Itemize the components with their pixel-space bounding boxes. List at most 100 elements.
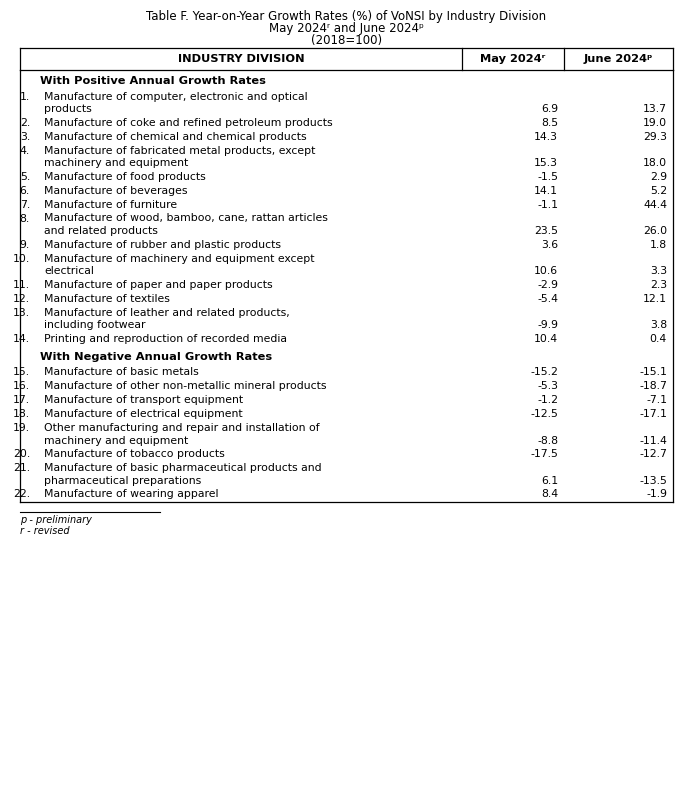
Text: Manufacture of wood, bamboo, cane, rattan articles: Manufacture of wood, bamboo, cane, ratta… — [44, 213, 328, 224]
Text: Manufacture of coke and refined petroleum products: Manufacture of coke and refined petroleu… — [44, 118, 333, 127]
Text: -1.1: -1.1 — [537, 200, 558, 209]
Text: Manufacture of transport equipment: Manufacture of transport equipment — [44, 395, 243, 405]
Text: Manufacture of furniture: Manufacture of furniture — [44, 200, 177, 209]
Text: -11.4: -11.4 — [639, 435, 667, 446]
Text: 20.: 20. — [12, 449, 30, 459]
Text: 19.: 19. — [13, 423, 30, 433]
Text: 2.: 2. — [19, 118, 30, 127]
Text: With Negative Annual Growth Rates: With Negative Annual Growth Rates — [40, 352, 272, 361]
Text: 3.3: 3.3 — [650, 266, 667, 276]
Text: 8.: 8. — [19, 213, 30, 224]
Text: 7.: 7. — [19, 200, 30, 209]
Text: 18.0: 18.0 — [643, 158, 667, 168]
Text: 10.4: 10.4 — [534, 334, 558, 344]
Text: Table F. Year-on-Year Growth Rates (%) of VoNSI by Industry Division: Table F. Year-on-Year Growth Rates (%) o… — [146, 10, 547, 23]
Text: May 2024ʳ: May 2024ʳ — [480, 54, 545, 64]
Text: 13.: 13. — [13, 307, 30, 318]
Text: -17.5: -17.5 — [530, 449, 558, 459]
Text: 14.3: 14.3 — [534, 131, 558, 142]
Text: 12.1: 12.1 — [643, 294, 667, 303]
Text: 5.: 5. — [19, 171, 30, 181]
Text: Manufacture of basic metals: Manufacture of basic metals — [44, 367, 199, 377]
Text: 16.: 16. — [13, 381, 30, 391]
Text: -9.9: -9.9 — [537, 320, 558, 330]
Text: 2.3: 2.3 — [650, 279, 667, 290]
Text: 1.8: 1.8 — [650, 240, 667, 249]
Text: 5.2: 5.2 — [650, 185, 667, 196]
Text: -8.8: -8.8 — [537, 435, 558, 446]
Text: Manufacture of fabricated metal products, except: Manufacture of fabricated metal products… — [44, 146, 315, 155]
Text: 9.: 9. — [19, 240, 30, 249]
Text: 14.1: 14.1 — [534, 185, 558, 196]
Text: 22.: 22. — [13, 489, 30, 499]
Text: 6.: 6. — [19, 185, 30, 196]
Text: -12.7: -12.7 — [639, 449, 667, 459]
Text: p - preliminary: p - preliminary — [20, 515, 92, 525]
Text: With Positive Annual Growth Rates: With Positive Annual Growth Rates — [40, 76, 266, 86]
Text: 6.9: 6.9 — [541, 104, 558, 114]
Text: (2018=100): (2018=100) — [311, 34, 382, 47]
Text: Manufacture of beverages: Manufacture of beverages — [44, 185, 188, 196]
Text: pharmaceutical preparations: pharmaceutical preparations — [44, 475, 201, 486]
Text: Manufacture of leather and related products,: Manufacture of leather and related produ… — [44, 307, 290, 318]
Text: Manufacture of electrical equipment: Manufacture of electrical equipment — [44, 409, 243, 419]
Text: -15.2: -15.2 — [530, 367, 558, 377]
Text: INDUSTRY DIVISION: INDUSTRY DIVISION — [177, 54, 304, 64]
Text: -1.9: -1.9 — [646, 489, 667, 499]
Text: 10.: 10. — [12, 253, 30, 263]
Text: May 2024ʳ and June 2024ᵖ: May 2024ʳ and June 2024ᵖ — [269, 22, 424, 35]
Text: -1.2: -1.2 — [537, 395, 558, 405]
Text: r - revised: r - revised — [20, 526, 69, 536]
Text: 21.: 21. — [13, 463, 30, 473]
Text: -5.4: -5.4 — [537, 294, 558, 303]
Text: machinery and equipment: machinery and equipment — [44, 158, 188, 168]
Text: machinery and equipment: machinery and equipment — [44, 435, 188, 446]
Text: Manufacture of other non-metallic mineral products: Manufacture of other non-metallic minera… — [44, 381, 326, 391]
Text: -7.1: -7.1 — [646, 395, 667, 405]
Text: Manufacture of basic pharmaceutical products and: Manufacture of basic pharmaceutical prod… — [44, 463, 322, 473]
Text: Manufacture of rubber and plastic products: Manufacture of rubber and plastic produc… — [44, 240, 281, 249]
Text: 18.: 18. — [13, 409, 30, 419]
Text: 29.3: 29.3 — [643, 131, 667, 142]
Text: 0.4: 0.4 — [650, 334, 667, 344]
Text: 14.: 14. — [13, 334, 30, 344]
Text: and related products: and related products — [44, 226, 158, 236]
Text: 2.9: 2.9 — [650, 171, 667, 181]
Text: 23.5: 23.5 — [534, 226, 558, 236]
Text: 13.7: 13.7 — [643, 104, 667, 114]
Text: Manufacture of paper and paper products: Manufacture of paper and paper products — [44, 279, 272, 290]
Text: -2.9: -2.9 — [537, 279, 558, 290]
Text: 3.: 3. — [19, 131, 30, 142]
Text: 6.1: 6.1 — [541, 475, 558, 486]
Text: -13.5: -13.5 — [639, 475, 667, 486]
Text: 4.: 4. — [19, 146, 30, 155]
Text: June 2024ᵖ: June 2024ᵖ — [584, 54, 653, 64]
Text: 11.: 11. — [13, 279, 30, 290]
Text: 1.: 1. — [19, 92, 30, 102]
Text: Manufacture of textiles: Manufacture of textiles — [44, 294, 170, 303]
Text: Manufacture of chemical and chemical products: Manufacture of chemical and chemical pro… — [44, 131, 306, 142]
Text: Printing and reproduction of recorded media: Printing and reproduction of recorded me… — [44, 334, 287, 344]
Text: products: products — [44, 104, 91, 114]
Text: -12.5: -12.5 — [530, 409, 558, 419]
Text: Manufacture of tobacco products: Manufacture of tobacco products — [44, 449, 225, 459]
Text: 26.0: 26.0 — [643, 226, 667, 236]
Text: 44.4: 44.4 — [643, 200, 667, 209]
Text: 8.4: 8.4 — [541, 489, 558, 499]
Text: Manufacture of wearing apparel: Manufacture of wearing apparel — [44, 489, 218, 499]
Text: Manufacture of food products: Manufacture of food products — [44, 171, 206, 181]
Text: Other manufacturing and repair and installation of: Other manufacturing and repair and insta… — [44, 423, 319, 433]
Text: electrical: electrical — [44, 266, 94, 276]
Text: 8.5: 8.5 — [541, 118, 558, 127]
Text: -15.1: -15.1 — [639, 367, 667, 377]
Text: 19.0: 19.0 — [643, 118, 667, 127]
Text: Manufacture of computer, electronic and optical: Manufacture of computer, electronic and … — [44, 92, 308, 102]
Text: 12.: 12. — [13, 294, 30, 303]
Text: -18.7: -18.7 — [639, 381, 667, 391]
Text: 10.6: 10.6 — [534, 266, 558, 276]
Text: including footwear: including footwear — [44, 320, 146, 330]
Text: 3.8: 3.8 — [650, 320, 667, 330]
Text: 15.: 15. — [13, 367, 30, 377]
Text: 17.: 17. — [13, 395, 30, 405]
Text: -1.5: -1.5 — [537, 171, 558, 181]
